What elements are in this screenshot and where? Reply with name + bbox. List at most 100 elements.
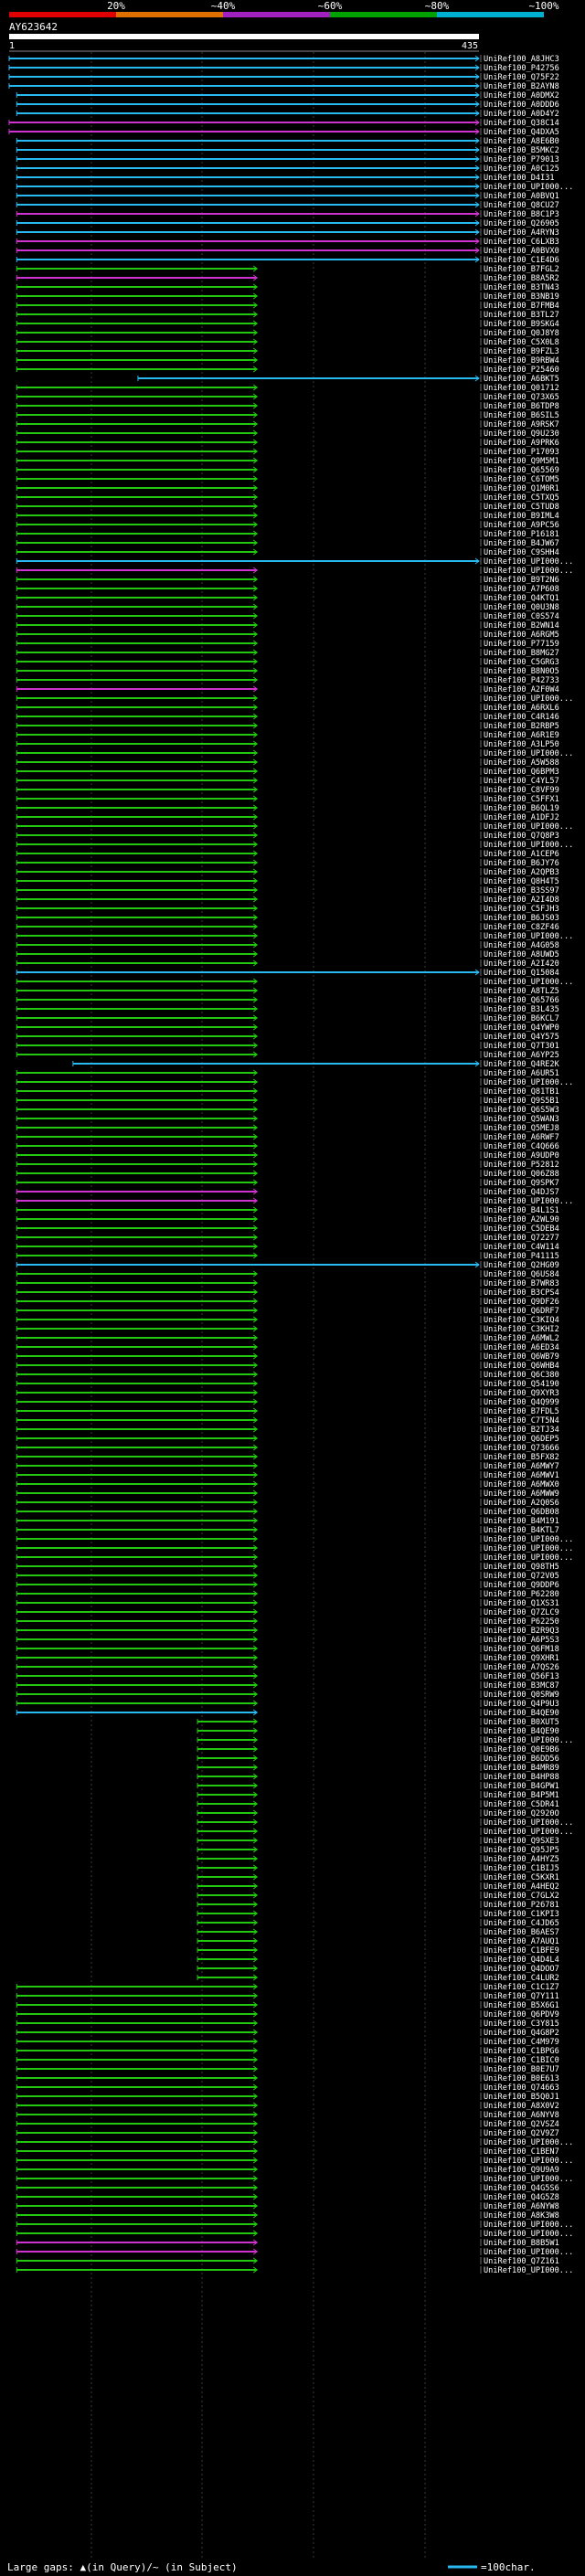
hit-label[interactable]: UniRef100_B9FZL3 (484, 347, 559, 356)
hit-label[interactable]: UniRef100_C5X0L8 (484, 338, 559, 347)
hit-label[interactable]: UniRef100_Q2920O (484, 1809, 559, 1818)
hit-label[interactable]: UniRef100_C4JD65 (484, 1919, 559, 1928)
hit-label[interactable]: UniRef100_UPI000... (484, 2221, 573, 2230)
hit-label[interactable]: UniRef100_B9T2N6 (484, 576, 559, 585)
hit-label[interactable]: UniRef100_Q72277 (484, 1234, 559, 1243)
hit-label[interactable]: UniRef100_B2RBP5 (484, 722, 559, 731)
hit-label[interactable]: UniRef100_A2WL90 (484, 1215, 559, 1224)
hit-label[interactable]: UniRef100_B6KCL7 (484, 1014, 559, 1023)
hit-label[interactable]: UniRef100_C1BIC0 (484, 2056, 559, 2065)
hit-label[interactable]: UniRef100_C1KPI3 (484, 1910, 559, 1919)
hit-label[interactable]: UniRef100_Q6FM18 (484, 1645, 559, 1654)
hit-label[interactable]: UniRef100_B6AES7 (484, 1928, 559, 1937)
hit-label[interactable]: UniRef100_UPI000... (484, 557, 573, 567)
hit-label[interactable]: UniRef100_C7T5N4 (484, 1416, 559, 1426)
hit-label[interactable]: UniRef100_A6MWX0 (484, 1480, 559, 1489)
hit-label[interactable]: UniRef100_B3CPS4 (484, 1288, 559, 1298)
hit-label[interactable]: UniRef100_UPI000... (484, 1197, 573, 1206)
hit-label[interactable]: UniRef100_Q06Z88 (484, 1170, 559, 1179)
hit-label[interactable]: UniRef100_Q95JP5 (484, 1846, 559, 1855)
hit-label[interactable]: UniRef100_UPI000... (484, 1828, 573, 1837)
hit-label[interactable]: UniRef100_Q6S5W3 (484, 1106, 559, 1115)
hit-label[interactable]: UniRef100_B4P5M1 (484, 1791, 559, 1800)
hit-label[interactable]: UniRef100_Q6DEP5 (484, 1435, 559, 1444)
hit-label[interactable]: UniRef100_B3MC87 (484, 1681, 559, 1691)
hit-label[interactable]: UniRef100_UPI000... (484, 2157, 573, 2166)
hit-label[interactable]: UniRef100_B3SS97 (484, 886, 559, 896)
hit-label[interactable]: UniRef100_Q38C14 (484, 119, 559, 128)
hit-label[interactable]: UniRef100_A0BVQ1 (484, 192, 559, 201)
hit-label[interactable]: UniRef100_Q4RE2K (484, 1060, 560, 1069)
hit-label[interactable]: UniRef100_UPI000... (484, 1736, 573, 1745)
hit-label[interactable]: UniRef100_B8B5W1 (484, 2239, 559, 2248)
hit-label[interactable]: UniRef100_A6MWW9 (484, 1489, 559, 1499)
hit-label[interactable]: UniRef100_C4W114 (484, 1243, 559, 1252)
hit-label[interactable]: UniRef100_Q75F22 (484, 73, 559, 82)
hit-label[interactable]: UniRef100_A2I420 (484, 959, 559, 969)
hit-label[interactable]: UniRef100_UPI000... (484, 694, 573, 704)
hit-label[interactable]: UniRef100_A3LP50 (484, 740, 559, 749)
hit-label[interactable]: UniRef100_Q0J8Y8 (484, 329, 559, 338)
hit-label[interactable]: UniRef100_A6RGM5 (484, 631, 559, 640)
hit-label[interactable]: UniRef100_B3TN43 (484, 283, 559, 292)
hit-label[interactable]: UniRef100_Q9U230 (484, 429, 559, 439)
hit-label[interactable]: UniRef100_A6MWY7 (484, 1462, 559, 1471)
hit-label[interactable]: UniRef100_A4HEQ2 (484, 1882, 559, 1892)
hit-label[interactable]: UniRef100_B8N0O5 (484, 667, 559, 676)
hit-label[interactable]: UniRef100_Q4Y575 (484, 1033, 559, 1042)
hit-label[interactable]: UniRef100_C3KIQ4 (484, 1316, 559, 1325)
hit-label[interactable]: UniRef100_A1DFJ2 (484, 813, 559, 822)
hit-label[interactable]: UniRef100_B9RBW4 (484, 356, 559, 366)
hit-label[interactable]: UniRef100_Q7Q8P3 (484, 832, 559, 841)
hit-label[interactable]: UniRef100_B2WN14 (484, 621, 559, 631)
hit-label[interactable]: UniRef100_B6JS03 (484, 914, 559, 923)
hit-label[interactable]: UniRef100_Q56F13 (484, 1672, 559, 1681)
hit-label[interactable]: UniRef100_Q73666 (484, 1444, 559, 1453)
hit-label[interactable]: UniRef100_C1BIJ5 (484, 1864, 559, 1873)
hit-label[interactable]: UniRef100_C5GRG3 (484, 658, 559, 667)
hit-label[interactable]: UniRef100_Q98TH5 (484, 1563, 559, 1572)
hit-label[interactable]: UniRef100_A6NYV8 (484, 2111, 559, 2120)
hit-label[interactable]: UniRef100_Q9XHR1 (484, 1654, 559, 1663)
hit-label[interactable]: UniRef100_Q6DB08 (484, 1508, 559, 1517)
hit-label[interactable]: UniRef100_Q4D4L4 (484, 1956, 559, 1965)
hit-label[interactable]: UniRef100_C0S574 (484, 612, 559, 621)
hit-label[interactable]: UniRef100_A1CEP6 (484, 850, 559, 859)
hit-label[interactable]: UniRef100_A6MWV1 (484, 1471, 559, 1480)
hit-label[interactable]: UniRef100_Q9M5M1 (484, 457, 559, 466)
hit-label[interactable]: UniRef100_A9PC56 (484, 521, 559, 530)
hit-label[interactable]: UniRef100_C1C1Z7 (484, 1983, 559, 1992)
hit-label[interactable]: UniRef100_B5FX82 (484, 1453, 559, 1462)
hit-label[interactable]: UniRef100_C5TXQ5 (484, 493, 559, 503)
hit-label[interactable]: UniRef100_Q54190 (484, 1380, 559, 1389)
hit-label[interactable]: UniRef100_A0BVX0 (484, 247, 559, 256)
hit-label[interactable]: UniRef100_UPI000... (484, 1553, 573, 1563)
hit-label[interactable]: UniRef100_C5FFX1 (484, 795, 559, 804)
hit-label[interactable]: UniRef100_UPI000... (484, 978, 573, 987)
hit-label[interactable]: UniRef100_UPI000... (484, 932, 573, 941)
hit-label[interactable]: UniRef100_B7FGL2 (484, 265, 559, 274)
hit-label[interactable]: UniRef100_Q6DRF7 (484, 1307, 559, 1316)
hit-label[interactable]: UniRef100_Q4DJS7 (484, 1188, 559, 1197)
hit-label[interactable]: UniRef100_P25460 (484, 366, 559, 375)
hit-label[interactable]: UniRef100_B6QL19 (484, 804, 559, 813)
hit-label[interactable]: UniRef100_UPI000... (484, 183, 573, 192)
hit-label[interactable]: UniRef100_P62280 (484, 1590, 559, 1599)
hit-label[interactable]: UniRef100_C5TUD8 (484, 503, 559, 512)
hit-label[interactable]: UniRef100_C5DEB4 (484, 1224, 559, 1234)
hit-label[interactable]: UniRef100_A4RYN3 (484, 228, 559, 238)
hit-label[interactable]: UniRef100_C1BEN7 (484, 2147, 559, 2157)
hit-label[interactable]: UniRef100_A6P5S3 (484, 1636, 559, 1645)
hit-label[interactable]: UniRef100_A2I4D8 (484, 896, 559, 905)
hit-label[interactable]: UniRef100_B4KTL7 (484, 1526, 559, 1535)
hit-label[interactable]: UniRef100_UPI000... (484, 2248, 573, 2257)
hit-label[interactable]: UniRef100_Q9S5B1 (484, 1097, 559, 1106)
hit-label[interactable]: UniRef100_B8MG27 (484, 649, 559, 658)
hit-label[interactable]: UniRef100_Q73X65 (484, 393, 559, 402)
hit-label[interactable]: UniRef100_B3TL27 (484, 311, 559, 320)
hit-label[interactable]: UniRef100_D4I31 (484, 174, 555, 183)
hit-label[interactable]: UniRef100_Q6BPM3 (484, 768, 559, 777)
hit-label[interactable]: UniRef100_C5FJH3 (484, 905, 559, 914)
hit-label[interactable]: UniRef100_B4M191 (484, 1517, 559, 1526)
hit-label[interactable]: UniRef100_Q9SXE3 (484, 1837, 559, 1846)
